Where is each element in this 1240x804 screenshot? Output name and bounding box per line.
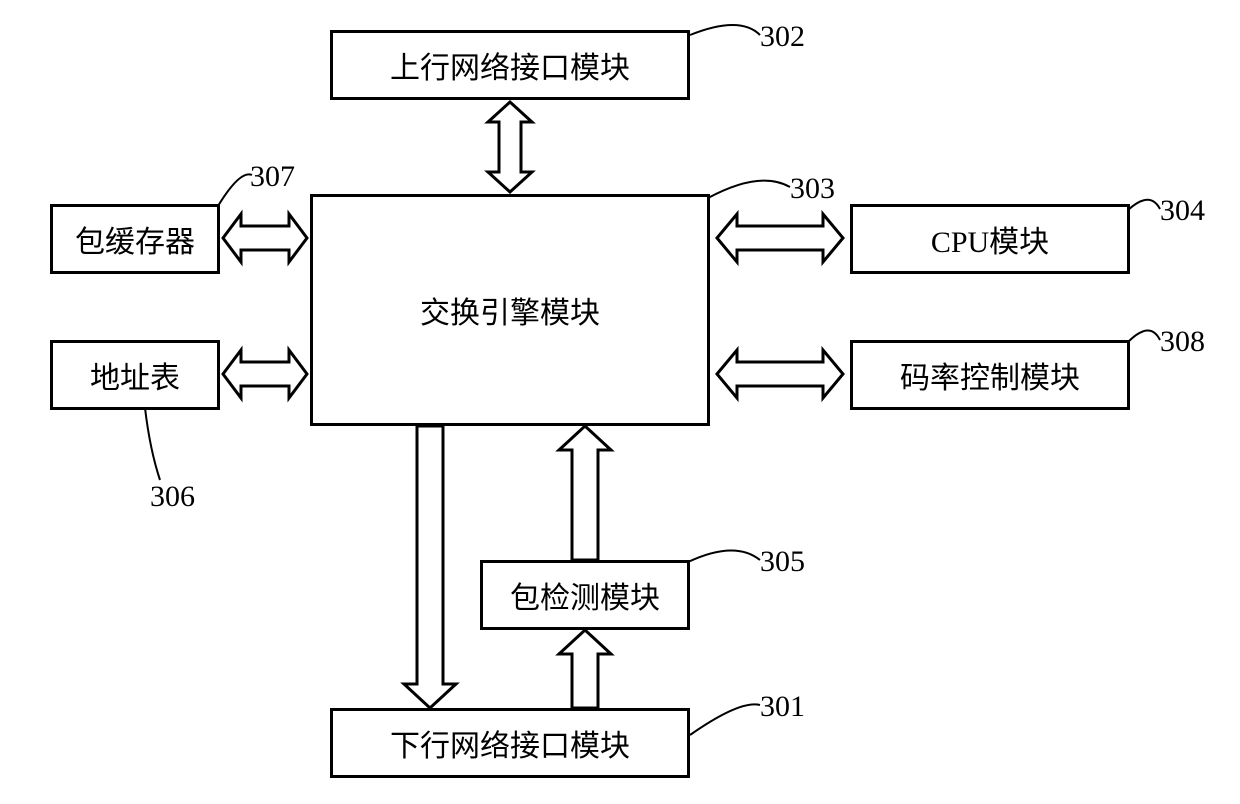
ref-label-304: 304 [1160, 194, 1205, 228]
block-switch-engine: 交换引擎模块 [310, 194, 710, 426]
block-label: 交换引擎模块 [420, 288, 600, 332]
ref-label-303: 303 [790, 172, 835, 206]
ref-text: 304 [1160, 194, 1205, 227]
diagram-stage: 下行网络接口模块 上行网络接口模块 交换引擎模块 CPU模块 包检测模块 地址表… [0, 0, 1240, 804]
ref-label-305: 305 [760, 545, 805, 579]
ref-text: 302 [760, 20, 805, 53]
block-cpu: CPU模块 [850, 204, 1130, 274]
ref-text: 301 [760, 690, 805, 723]
block-uplink-interface: 上行网络接口模块 [330, 30, 690, 100]
block-label: 上行网络接口模块 [390, 43, 630, 87]
ref-label-306: 306 [150, 480, 195, 514]
ref-text: 307 [250, 160, 295, 193]
ref-label-301: 301 [760, 690, 805, 724]
block-label: 包检测模块 [510, 573, 660, 617]
block-downlink-interface: 下行网络接口模块 [330, 708, 690, 778]
ref-text: 303 [790, 172, 835, 205]
block-rate-control: 码率控制模块 [850, 340, 1130, 410]
block-label: 下行网络接口模块 [390, 721, 630, 765]
ref-text: 308 [1160, 325, 1205, 358]
ref-label-302: 302 [760, 20, 805, 54]
ref-label-308: 308 [1160, 325, 1205, 359]
ref-label-307: 307 [250, 160, 295, 194]
block-packet-buffer: 包缓存器 [50, 204, 220, 274]
ref-text: 306 [150, 480, 195, 513]
block-packet-detect: 包检测模块 [480, 560, 690, 630]
block-label: 地址表 [90, 353, 180, 397]
block-label: CPU模块 [931, 217, 1049, 261]
block-label: 码率控制模块 [900, 353, 1080, 397]
ref-text: 305 [760, 545, 805, 578]
block-label: 包缓存器 [75, 217, 195, 261]
block-address-table: 地址表 [50, 340, 220, 410]
